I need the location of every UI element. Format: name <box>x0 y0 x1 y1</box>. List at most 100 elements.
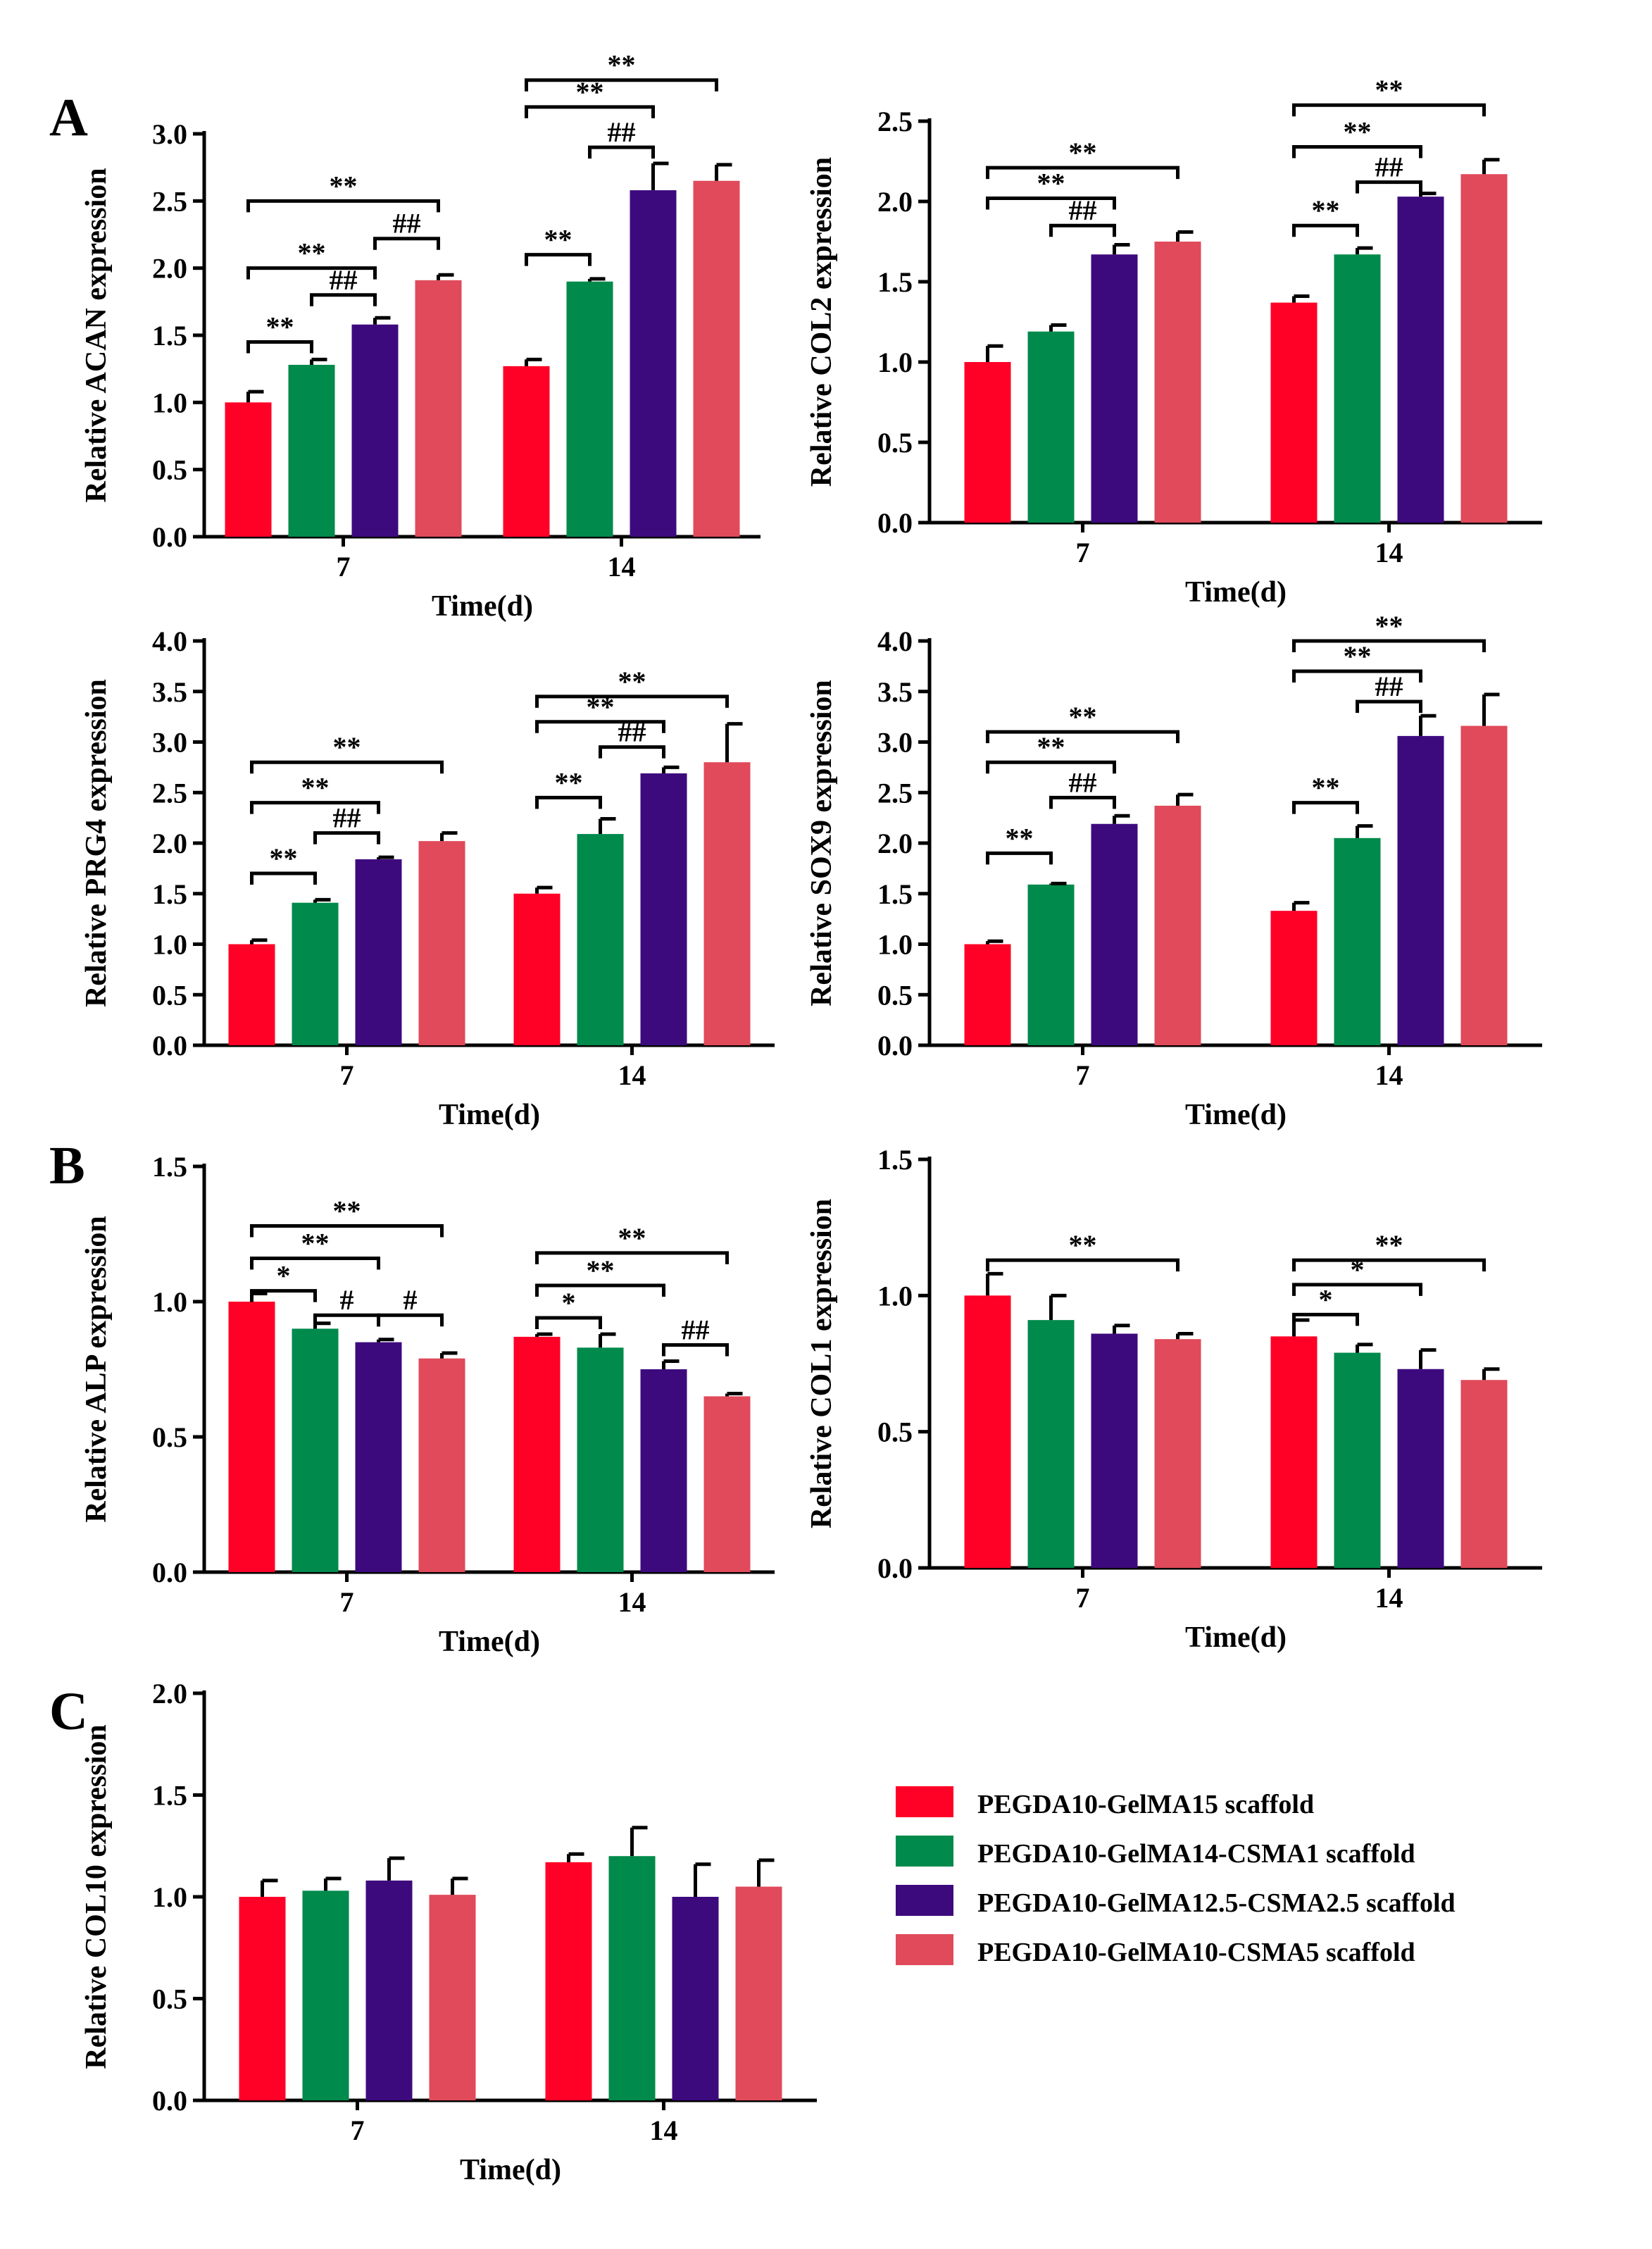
x-tick-label: 14 <box>1375 537 1403 568</box>
bar-col2-s2-g0 <box>1091 254 1138 523</box>
bar-col1-s1-g1 <box>1334 1352 1381 1568</box>
chart-col10: 0.0 0.5 1.0 1.5 2.0 7 14 Time(d) Relative COL10 … <box>80 1678 817 2186</box>
y-tick-label: 1.0 <box>877 929 913 961</box>
y-tick-label: 2.0 <box>152 253 187 285</box>
significance-bracket <box>310 293 377 306</box>
significance-bracket <box>250 871 317 885</box>
significance-bracket <box>1356 180 1422 194</box>
legend-label-0: PEGDA10-GelMA15 scaffold <box>977 1790 1314 1819</box>
y-tick-label: 1.0 <box>152 1881 187 1913</box>
y-axis-label: Relative ALP expression <box>80 1216 113 1523</box>
x-axis-label: Time(d) <box>1185 576 1287 609</box>
significance-bracket <box>250 760 444 774</box>
significance-label: ** <box>587 1254 615 1286</box>
y-tick-label: 0.0 <box>877 507 913 539</box>
significance-label: ** <box>1069 1229 1097 1261</box>
significance-bracket <box>535 720 665 733</box>
significance-label: # <box>403 1284 418 1316</box>
bar-sox9-s3-g1 <box>1460 725 1508 1045</box>
panel-label-b: B <box>49 1136 85 1195</box>
chart-col1: 0.0 0.5 1.0 1.5 7 14 Time(d) Relative COL1 expr… <box>806 1144 1542 1654</box>
significance-label: ## <box>1375 151 1403 183</box>
legend-label-3: PEGDA10-GelMA10-CSMA5 scaffold <box>977 1938 1415 1967</box>
x-axis-label: Time(d) <box>432 590 533 623</box>
y-tick-label: 2.5 <box>877 106 913 137</box>
y-axis-label: Relative ACAN expression <box>80 168 113 502</box>
y-tick-label: 2.0 <box>877 828 913 859</box>
bar-prg4-s1-g0 <box>292 902 339 1045</box>
x-tick-label: 7 <box>1076 1059 1090 1091</box>
x-axis-label: Time(d) <box>1185 1621 1287 1654</box>
bar-alp-s2-g1 <box>640 1369 687 1572</box>
y-tick-label: 0.5 <box>877 427 913 459</box>
significance-label: ** <box>1375 1229 1403 1261</box>
bar-sox9-s1-g0 <box>1027 884 1075 1045</box>
y-tick-label: 0.5 <box>877 979 913 1011</box>
significance-bracket <box>246 199 440 213</box>
bar-col10-s0-g0 <box>239 1897 286 2100</box>
bar-col10-s1-g1 <box>608 1856 656 2100</box>
bar-acan-s0-g0 <box>225 402 272 537</box>
significance-bracket <box>250 1223 444 1238</box>
bar-acan-s2-g1 <box>630 190 677 537</box>
x-tick-label: 7 <box>340 1059 354 1091</box>
bar-prg4-s2-g1 <box>640 773 687 1045</box>
y-axis-label: Relative SOX9 expression <box>806 680 838 1007</box>
chart-acan: 0.0 0.5 1.0 1.5 2.0 2.5 3.0 7 14 Time(d) Relative … <box>80 49 761 623</box>
significance-label: ## <box>333 802 361 834</box>
y-tick-label: 3.5 <box>152 676 187 708</box>
y-tick-label: 0.5 <box>877 1416 913 1448</box>
bar-col10-s3-g1 <box>735 1886 782 2100</box>
bar-col1-s0-g0 <box>964 1295 1011 1568</box>
significance-label: ** <box>301 772 330 804</box>
significance-label: ** <box>1375 74 1403 106</box>
y-tick-label: 1.5 <box>877 878 913 910</box>
y-tick-label: 1.5 <box>152 878 187 910</box>
bar-sox9-s2-g0 <box>1091 823 1138 1045</box>
significance-bracket <box>1292 639 1486 652</box>
y-axis-label: Relative COL10 expression <box>80 1724 113 2069</box>
significance-bracket <box>986 196 1116 210</box>
significance-bracket <box>525 105 655 118</box>
significance-label: ** <box>544 224 572 256</box>
y-tick-label: 0.5 <box>152 454 187 486</box>
significance-bracket <box>986 851 1053 865</box>
significance-label: ## <box>682 1314 710 1345</box>
bar-alp-s1-g0 <box>292 1328 339 1572</box>
bar-acan-s3-g0 <box>415 280 462 537</box>
bar-acan-s1-g1 <box>566 281 613 537</box>
significance-bracket <box>986 760 1116 774</box>
y-tick-label: 1.0 <box>152 1286 187 1318</box>
significance-label: ## <box>393 208 421 239</box>
significance-label: ** <box>301 1228 330 1259</box>
y-tick-label: 0.5 <box>152 979 187 1011</box>
bar-sox9-s1-g1 <box>1334 837 1381 1045</box>
significance-bracket <box>250 1257 380 1270</box>
bar-col10-s2-g1 <box>672 1897 719 2100</box>
significance-label: ** <box>298 237 326 269</box>
y-tick-label: 3.0 <box>877 727 913 759</box>
significance-label: # <box>340 1284 354 1316</box>
x-tick-label: 14 <box>1375 1059 1403 1091</box>
y-tick-label: 2.5 <box>877 777 913 809</box>
bar-prg4-s0-g1 <box>513 893 561 1045</box>
bar-sox9-s0-g0 <box>964 944 1011 1045</box>
significance-label: ## <box>1375 671 1403 702</box>
bar-col10-s3-g0 <box>429 1895 476 2100</box>
significance-bracket <box>535 1251 729 1264</box>
y-tick-label: 3.0 <box>152 727 187 759</box>
bar-col10-s2-g0 <box>365 1880 413 2100</box>
significance-label: ** <box>270 842 298 874</box>
significance-bracket <box>313 831 380 845</box>
legend-label-2: PEGDA10-GelMA12.5-CSMA2.5 scaffold <box>977 1888 1456 1918</box>
y-tick-label: 3.5 <box>877 676 913 708</box>
y-tick-label: 1.5 <box>152 320 187 351</box>
significance-bracket <box>1292 1312 1359 1326</box>
bar-col1-s3-g1 <box>1460 1380 1508 1568</box>
y-tick-label: 0.0 <box>877 1552 913 1584</box>
significance-label: ** <box>555 766 583 798</box>
y-tick-label: 1.5 <box>152 1151 187 1183</box>
panel-label-a: A <box>49 88 88 147</box>
significance-label: ** <box>618 666 646 697</box>
bar-alp-s3-g1 <box>703 1396 751 1572</box>
